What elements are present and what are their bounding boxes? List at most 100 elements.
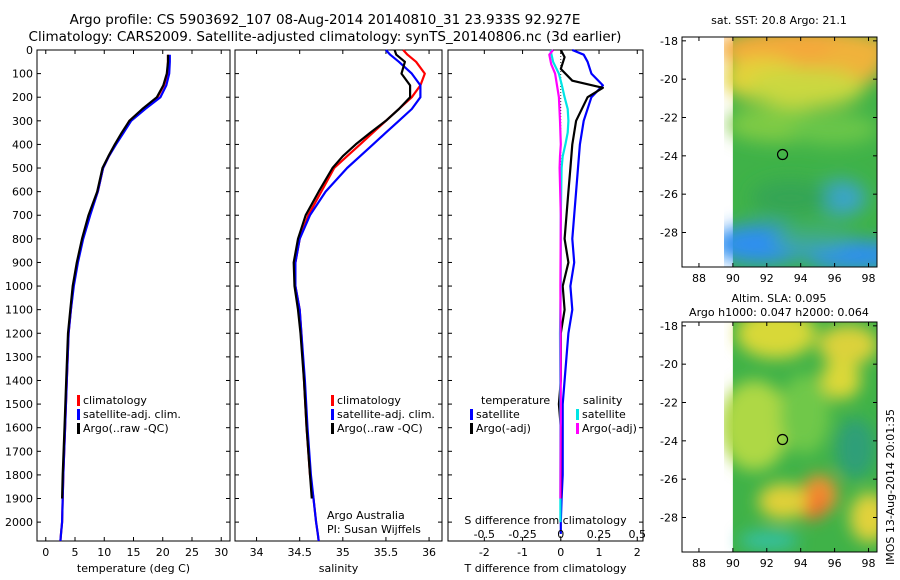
ytick-label: 1900 xyxy=(5,493,33,506)
x-axis-label: T difference from climatology xyxy=(464,562,627,575)
ytick-label: 0 xyxy=(26,44,33,57)
sst-map-blob xyxy=(750,180,831,216)
legend-label: Argo(-adj) xyxy=(582,422,637,435)
legend-title-temperature: temperature xyxy=(481,394,550,407)
x-axis-label: temperature (deg C) xyxy=(77,562,190,575)
sla-map-title: Altim. SLA: 0.095 xyxy=(731,292,826,305)
map-xtick-label: 92 xyxy=(760,272,774,285)
legend-label: Argo(..raw -QC) xyxy=(337,422,423,435)
xtick-label: 0 xyxy=(557,546,564,559)
map-ytick-label: -18 xyxy=(660,35,678,48)
ytick-label: 2000 xyxy=(5,516,33,529)
xtick-label: 35.5 xyxy=(374,546,399,559)
ytick-label: 200 xyxy=(12,91,33,104)
xtick-label: 10 xyxy=(97,546,111,559)
sla-map-blob xyxy=(818,325,877,365)
map-xtick-label: 90 xyxy=(726,272,740,285)
legend-swatch xyxy=(77,395,80,406)
ytick-label: 600 xyxy=(12,186,33,199)
map-ytick-label: -24 xyxy=(660,435,678,448)
legend-swatch xyxy=(77,423,80,434)
sla-map-blob xyxy=(724,380,790,471)
xtick-label: -1 xyxy=(517,546,528,559)
legend-label: satellite xyxy=(582,408,626,421)
ytick-label: 1700 xyxy=(5,445,33,458)
legend-label: Argo(..raw -QC) xyxy=(83,422,169,435)
annotation-line2: PI: Susan Wijffels xyxy=(327,523,421,536)
plot-frame-3 xyxy=(447,49,644,542)
timestamp-footer: IMOS 13-Aug-2014 20:01:35 xyxy=(884,409,897,565)
map-ytick-label: -24 xyxy=(660,150,678,163)
xtick-label: -2 xyxy=(479,546,490,559)
ytick-label: 400 xyxy=(12,138,33,151)
sst-map-field xyxy=(724,37,877,267)
ytick-label: 800 xyxy=(12,233,33,246)
legend-swatch xyxy=(331,423,334,434)
sst-map-blob xyxy=(772,227,853,252)
legend-swatch xyxy=(576,409,579,420)
map-ytick-label: -20 xyxy=(660,73,678,86)
map-xtick-label: 94 xyxy=(794,272,808,285)
ytick-label: 1200 xyxy=(5,327,33,340)
map-ytick-label: -26 xyxy=(660,473,678,486)
map-xtick-label: 90 xyxy=(726,557,740,570)
map-xtick-label: 94 xyxy=(794,557,808,570)
sla-map-blob xyxy=(738,530,799,551)
ytick-label: 300 xyxy=(12,115,33,128)
legend-title-salinity: salinity xyxy=(583,394,623,407)
sla-map-subtitle: Argo h1000: 0.047 h2000: 0.064 xyxy=(689,306,869,319)
xtick-label: 25 xyxy=(185,546,199,559)
sst-map-blob xyxy=(788,113,877,145)
xtick-label: 35 xyxy=(336,546,350,559)
series-line-argorawqc xyxy=(292,49,412,499)
sla-map-blob xyxy=(835,418,876,479)
xtick-label: 20 xyxy=(156,546,170,559)
sst-map-blob xyxy=(815,180,866,216)
xtick-top-label: -0.5 xyxy=(474,528,495,541)
ytick-label: 1400 xyxy=(5,374,33,387)
map-xtick-label: 88 xyxy=(692,557,706,570)
sla-map-blob xyxy=(779,374,830,454)
sla-map-blob xyxy=(736,322,817,359)
legend-label: satellite-adj. clim. xyxy=(337,408,435,421)
xtick-top-label: 0 xyxy=(557,528,564,541)
plot-frame-1 xyxy=(36,49,231,542)
x-axis-top-label: S difference from climatology xyxy=(464,514,627,527)
map-ytick-label: -28 xyxy=(660,227,678,240)
ytick-label: 100 xyxy=(12,68,33,81)
ytick-label: 1600 xyxy=(5,422,33,435)
plot-frame-2 xyxy=(234,49,443,542)
map-xtick-label: 88 xyxy=(692,272,706,285)
xtick-top-label: 0.5 xyxy=(629,528,647,541)
sst-map-blobs xyxy=(724,37,877,267)
sla-map-blobs xyxy=(724,322,877,551)
sst-map-frame xyxy=(681,36,878,268)
xtick-label: 5 xyxy=(72,546,79,559)
map-ytick-label: -18 xyxy=(660,320,678,333)
ytick-label: 500 xyxy=(12,162,33,175)
chart-title-line1: Argo profile: CS 5903692_107 08-Aug-2014… xyxy=(69,12,581,28)
series-line-satellite xyxy=(559,48,605,534)
annotation-line1: Argo Australia xyxy=(327,509,405,522)
sla-map-blob xyxy=(849,492,877,543)
map-ytick-label: -22 xyxy=(660,112,678,125)
legend-label: satellite-adj. clim. xyxy=(83,408,181,421)
xtick-label: 30 xyxy=(214,546,228,559)
map-xtick-label: 98 xyxy=(862,557,876,570)
ytick-label: 1800 xyxy=(5,469,33,482)
ytick-label: 1000 xyxy=(5,280,33,293)
legend-label: satellite xyxy=(476,408,520,421)
map-xtick-label: 98 xyxy=(862,272,876,285)
x-axis-label: salinity xyxy=(319,562,359,575)
xtick-label: 15 xyxy=(127,546,141,559)
xtick-label: 34.5 xyxy=(287,546,312,559)
legend-label: climatology xyxy=(83,394,147,407)
legend-swatch xyxy=(331,395,334,406)
sla-map-argo-marker xyxy=(776,433,789,446)
sla-map-blob xyxy=(820,359,861,400)
legend-label: climatology xyxy=(337,394,401,407)
xtick-top-label: 0.25 xyxy=(587,528,612,541)
xtick-label: 34 xyxy=(250,546,264,559)
legend-swatch xyxy=(331,409,334,420)
